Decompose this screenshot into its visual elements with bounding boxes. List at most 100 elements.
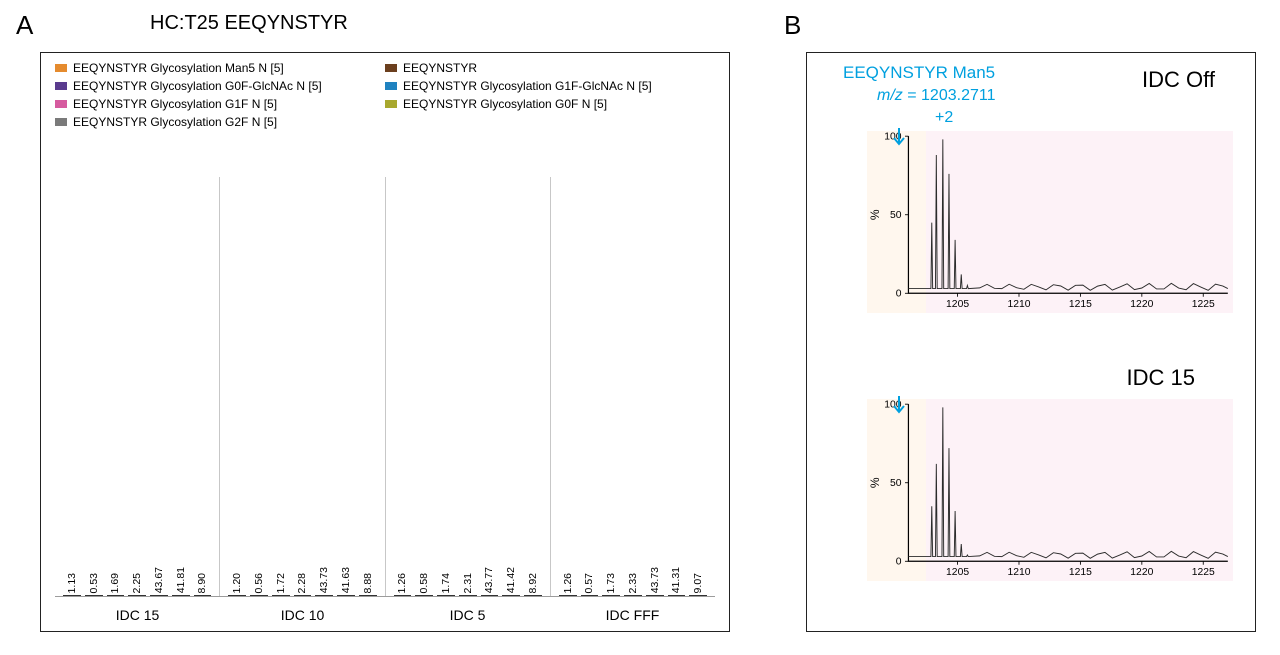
bar-value-label: 0.58	[418, 573, 430, 593]
bar-value-label: 43.67	[153, 567, 165, 593]
bar-value-label: 41.42	[505, 567, 517, 593]
bar-value-label: 2.33	[627, 573, 639, 593]
bar-slot: 2.28	[294, 573, 312, 596]
bar-slot: 1.26	[394, 573, 412, 596]
bar-value-label: 8.88	[362, 573, 374, 593]
svg-text:0: 0	[896, 289, 902, 300]
annotation-charge: +2	[935, 109, 953, 127]
bar-slot: 8.88	[359, 573, 377, 596]
bar-value-label: 0.57	[583, 573, 595, 593]
arrow-icon	[892, 395, 906, 417]
legend-swatch	[55, 100, 67, 108]
bar-slot: 0.58	[415, 573, 433, 596]
bar	[668, 595, 686, 596]
bar-group: 1.26 0.58 1.74 2.31 43.77 41.42 8.92	[385, 177, 550, 596]
bar-value-label: 1.20	[231, 573, 243, 593]
panel-a-title: HC:T25 EEQYNSTYR	[150, 12, 348, 35]
bar-slot: 43.77	[481, 567, 499, 596]
bar-group: 1.26 0.57 1.73 2.33 43.73 41.31 9.07	[550, 177, 715, 596]
bar-slot: 8.92	[524, 573, 542, 596]
svg-text:1215: 1215	[1069, 299, 1092, 310]
bar-slot: 43.73	[315, 567, 333, 596]
bar-value-label: 8.92	[527, 573, 539, 593]
bar-slot: 1.69	[107, 573, 125, 596]
bar	[250, 595, 268, 596]
svg-text:50: 50	[890, 478, 902, 489]
bar-slot: 1.26	[559, 573, 577, 596]
bar	[107, 595, 125, 596]
legend-label: EEQYNSTYR Glycosylation G2F N [5]	[73, 115, 277, 129]
bar-value-label: 41.31	[670, 567, 682, 593]
legend-item: EEQYNSTYR Glycosylation G1F-GlcNAc N [5]	[385, 79, 715, 93]
bar	[624, 595, 642, 596]
bar	[294, 595, 312, 596]
bar	[646, 595, 664, 596]
bar-value-label: 41.81	[175, 567, 187, 593]
bar	[63, 595, 81, 596]
panel-a-label: A	[16, 10, 33, 41]
legend-swatch	[55, 64, 67, 72]
legend-label: EEQYNSTYR Glycosylation G1F-GlcNAc N [5]	[403, 79, 652, 93]
svg-text:1205: 1205	[946, 299, 969, 310]
bar	[502, 595, 520, 596]
svg-text:1225: 1225	[1192, 567, 1215, 578]
legend-item: EEQYNSTYR	[385, 61, 715, 75]
bar-slot: 9.07	[689, 573, 707, 596]
bar-slot: 1.72	[272, 573, 290, 596]
bar-value-label: 41.63	[340, 567, 352, 593]
svg-text:0: 0	[896, 557, 902, 568]
panel-b-label: B	[784, 10, 801, 41]
x-axis-labels: IDC 15IDC 10IDC 5IDC FFF	[55, 607, 715, 623]
bar-value-label: 1.26	[562, 573, 574, 593]
svg-text:1205: 1205	[946, 567, 969, 578]
x-axis-label: IDC 15	[55, 607, 220, 623]
bar-slot: 1.74	[437, 573, 455, 596]
svg-text:1215: 1215	[1069, 567, 1092, 578]
bar-slot: 2.33	[624, 573, 642, 596]
bar	[315, 595, 333, 596]
legend-item: EEQYNSTYR Glycosylation G0F-GlcNAc N [5]	[55, 79, 385, 93]
bar	[272, 595, 290, 596]
bar-slot: 41.63	[337, 567, 355, 596]
bar	[359, 595, 377, 596]
bar-value-label: 2.31	[462, 573, 474, 593]
bar-slot: 41.42	[502, 567, 520, 596]
bar	[689, 595, 707, 596]
x-axis-label: IDC 5	[385, 607, 550, 623]
bar	[85, 595, 103, 596]
bar	[581, 595, 599, 596]
bar-value-label: 2.28	[296, 573, 308, 593]
spectrum-title-off: IDC Off	[1142, 67, 1215, 93]
svg-text:1210: 1210	[1007, 299, 1030, 310]
legend-label: EEQYNSTYR Glycosylation Man5 N [5]	[73, 61, 284, 75]
legend-swatch	[385, 100, 397, 108]
grouped-bar-chart: EEQYNSTYR Glycosylation Man5 N [5] EEQYNS…	[40, 52, 730, 632]
bar	[437, 595, 455, 596]
spectra-box: EEQYNSTYR Man5 m/z = 1203.2711 +2 IDC Of…	[806, 52, 1256, 632]
legend-label: EEQYNSTYR	[403, 61, 477, 75]
bar	[394, 595, 412, 596]
bar-group: 1.130.531.692.2543.6741.818.90	[55, 177, 219, 596]
annotation-peptide: EEQYNSTYR Man5	[843, 63, 995, 83]
bar-value-label: 43.73	[318, 567, 330, 593]
bar	[602, 595, 620, 596]
svg-text:1220: 1220	[1130, 299, 1153, 310]
legend-label: EEQYNSTYR Glycosylation G1F N [5]	[73, 97, 277, 111]
bar-value-label: 1.74	[440, 573, 452, 593]
bar-slot: 41.31	[668, 567, 686, 596]
bar-slot: 43.73	[646, 567, 664, 596]
bar-value-label: 1.26	[396, 573, 408, 593]
spectrum-off: 050100%12051210121512201225	[867, 131, 1233, 331]
bar-groups: 1.130.531.692.2543.6741.818.901.200.561.…	[55, 177, 715, 596]
bar	[559, 595, 577, 596]
bar-value-label: 43.73	[649, 567, 661, 593]
bar-value-label: 9.07	[692, 573, 704, 593]
svg-text:1220: 1220	[1130, 567, 1153, 578]
bar	[172, 595, 190, 596]
bar-slot: 0.56	[250, 573, 268, 596]
bar-slot: 2.31	[459, 573, 477, 596]
annotation-mz: m/z = 1203.2711	[877, 87, 995, 105]
legend-swatch	[55, 82, 67, 90]
bar-slot: 1.73	[602, 573, 620, 596]
bar-value-label: 1.69	[109, 573, 121, 593]
